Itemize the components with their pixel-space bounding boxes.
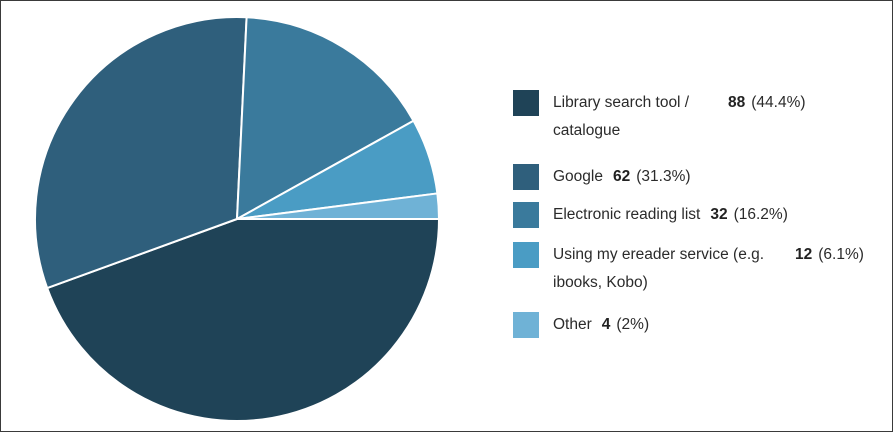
- pie-slice-google: [33, 16, 248, 290]
- legend-label: Using my ereader service (e.g. ibooks, K…: [553, 246, 765, 291]
- legend-label: Electronic reading list: [553, 206, 701, 223]
- legend-percent: (6.1%): [818, 246, 864, 263]
- legend-percent: (31.3%): [636, 168, 691, 185]
- legend-swatch: [513, 90, 539, 116]
- legend-label: Google: [553, 168, 603, 185]
- legend-percent: (16.2%): [733, 206, 788, 223]
- legend-swatch: [513, 202, 539, 228]
- legend-item-google: Google 62 (31.3%): [513, 163, 691, 191]
- legend-value: 62: [612, 168, 631, 185]
- pie-slice-electronic-reading-list: [236, 16, 415, 220]
- pie-chart: [33, 16, 440, 423]
- legend-item-ereader: Using my ereader service (e.g. ibooks, K…: [513, 241, 888, 297]
- legend-value: 88: [728, 94, 746, 111]
- legend: Library search tool / catalogue 88 (44.4%)…: [513, 1, 888, 431]
- legend-percent: (44.4%): [751, 94, 806, 111]
- legend-item-reading-list: Electronic reading list 32 (16.2%): [513, 201, 788, 229]
- legend-value: 4: [601, 316, 611, 333]
- legend-swatch: [513, 164, 539, 190]
- legend-label: Other: [553, 316, 592, 333]
- legend-swatch: [513, 312, 539, 338]
- legend-label: Library search tool / catalogue: [553, 94, 690, 139]
- legend-item-other: Other 4 (2%): [513, 311, 649, 339]
- legend-value: 32: [710, 206, 728, 223]
- legend-percent: (2%): [616, 316, 650, 333]
- pie-slice-library-search-tool-catalogue: [46, 218, 440, 423]
- legend-swatch: [513, 242, 539, 268]
- pie-slice-other: [236, 192, 440, 220]
- legend-item-library: Library search tool / catalogue 88 (44.4%): [513, 89, 843, 145]
- legend-value: 12: [795, 246, 813, 263]
